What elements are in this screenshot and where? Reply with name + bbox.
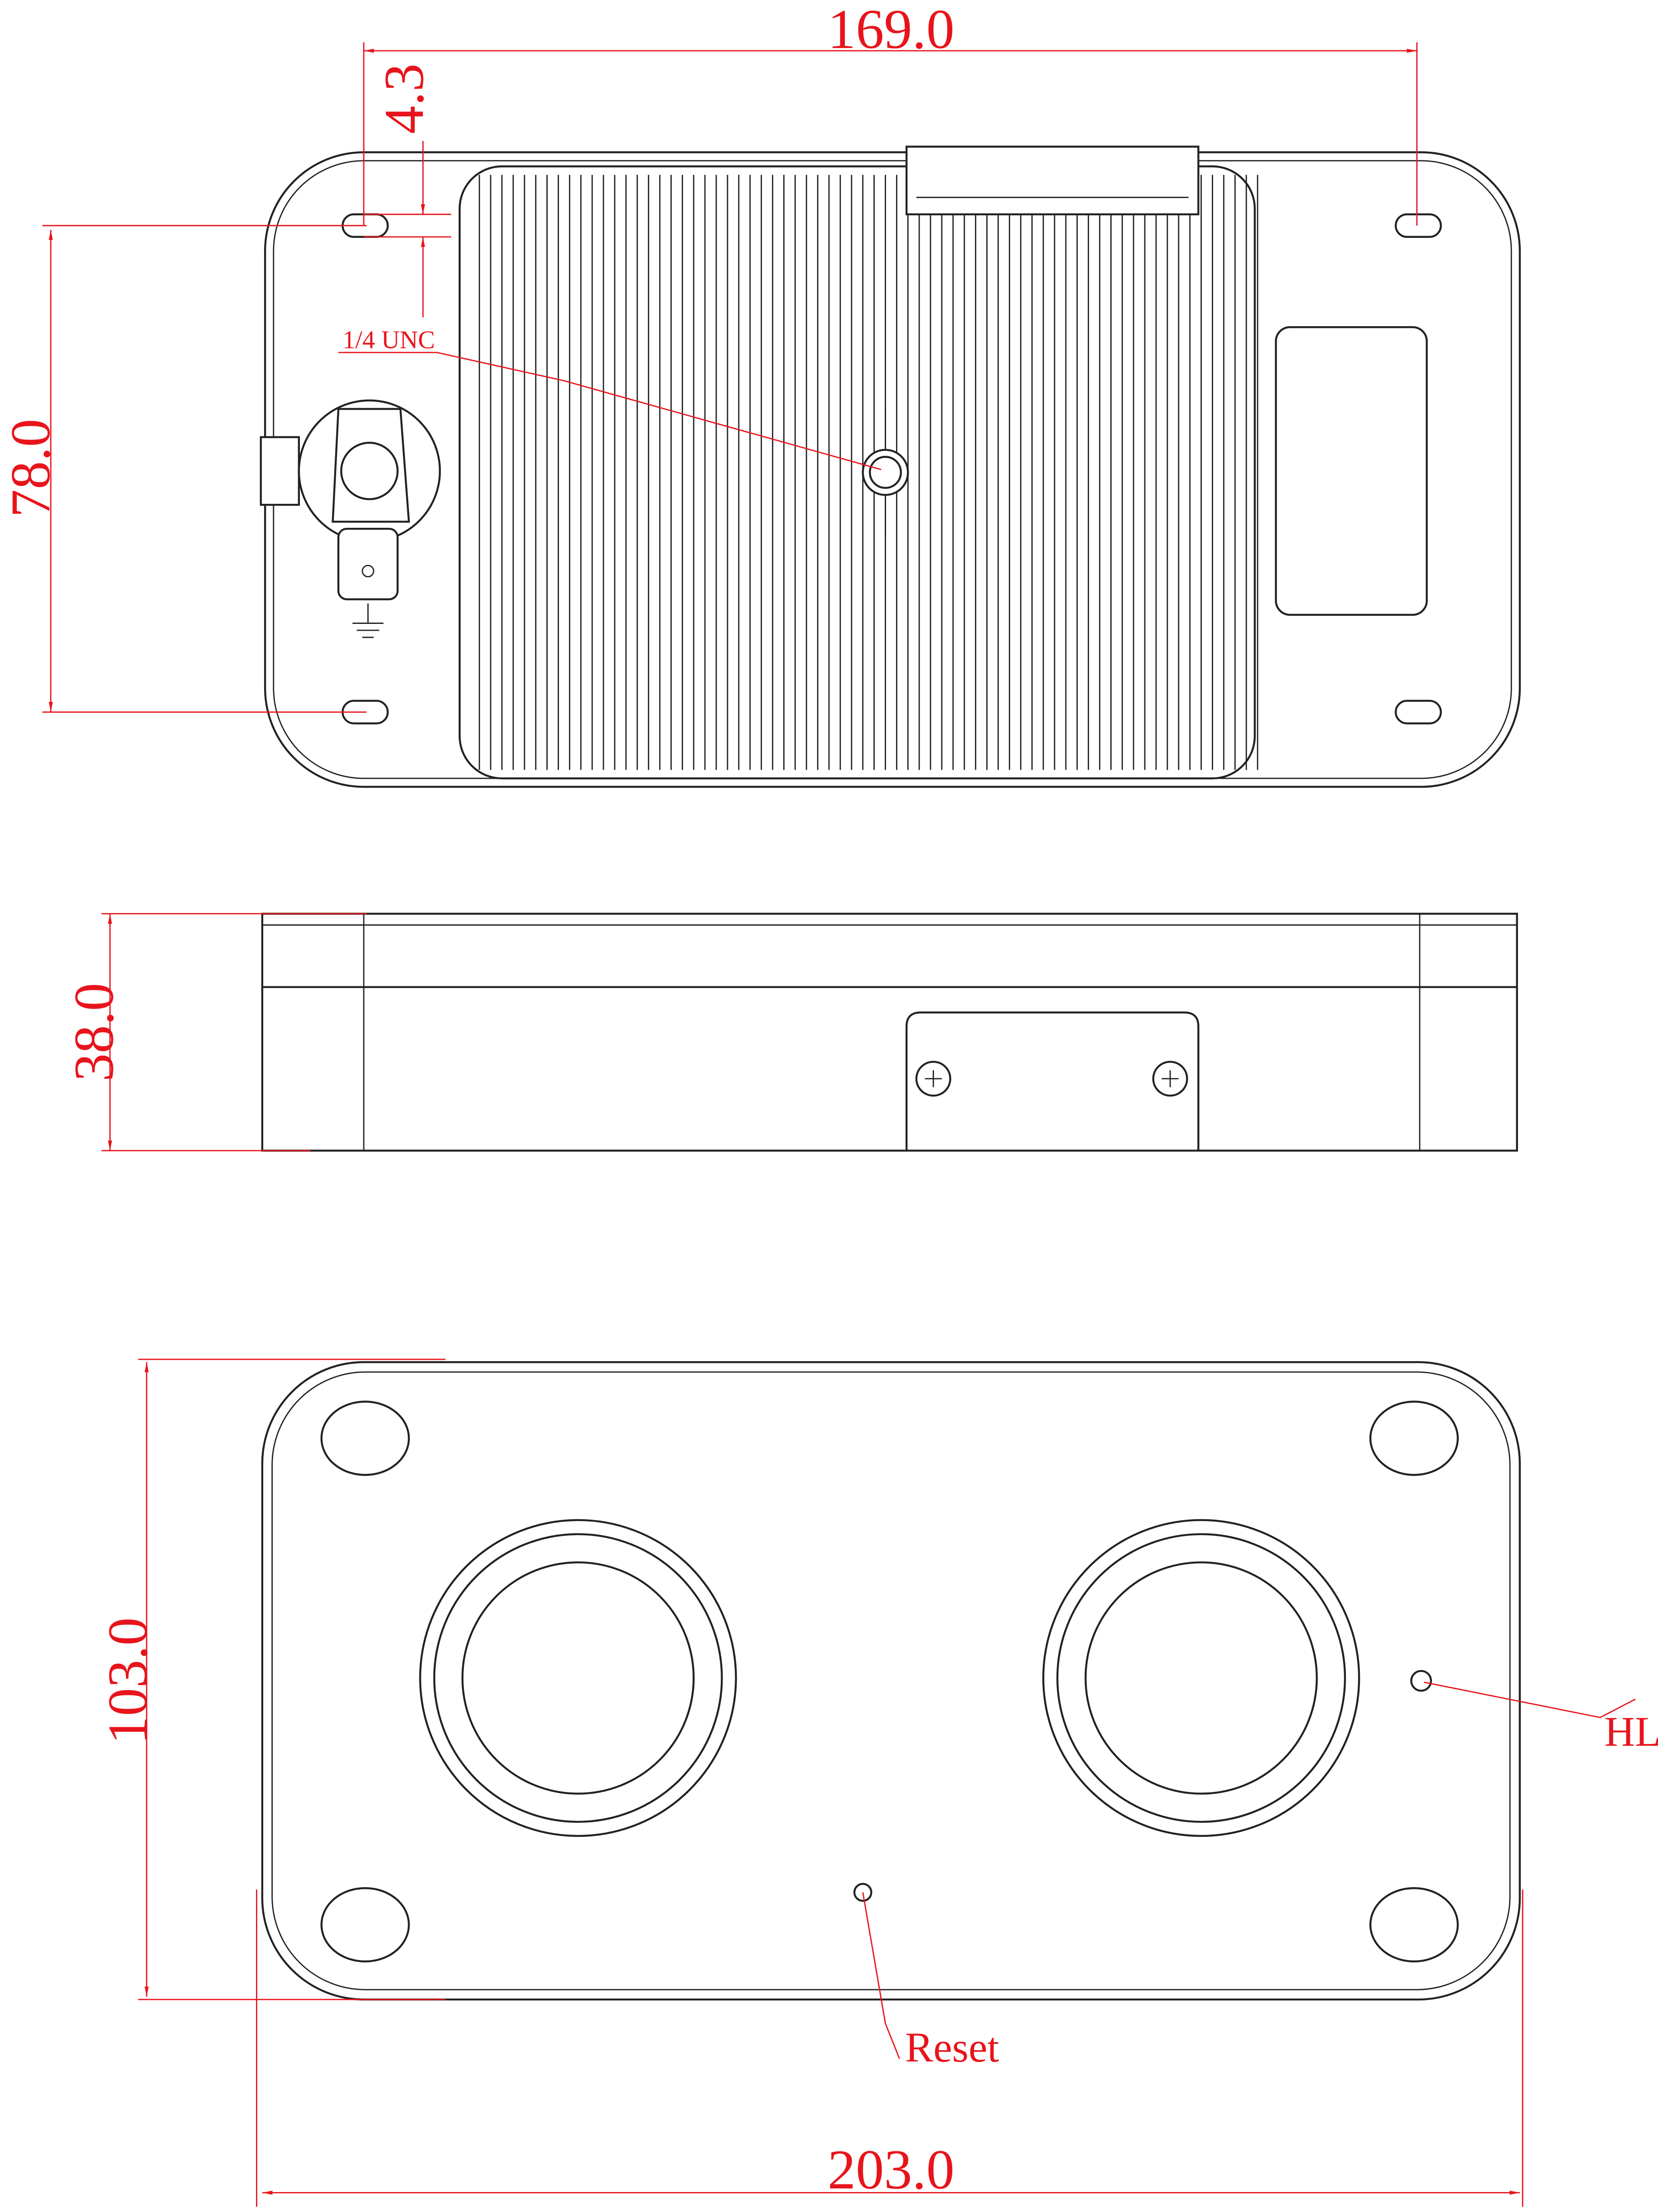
offset-dim: 4.3 (373, 63, 435, 134)
width-dim: 169.0 (828, 0, 954, 60)
thread-note: 1/4 UNC (342, 326, 435, 354)
top-view: 169.0 4.3 78.0 1/4 UNC (0, 0, 1521, 788)
reset-label: Reset (905, 2024, 999, 2071)
bottom-view: 103.0 203.0 HL Reset (96, 1358, 1658, 2207)
bottom-height-dim: 103.0 (96, 1618, 159, 1744)
side-view: 38.0 (63, 913, 1518, 1152)
hl-label: HL (1605, 1709, 1658, 1755)
height-dim: 78.0 (0, 419, 62, 517)
bottom-width-dim: 203.0 (828, 2138, 954, 2201)
side-height-dim: 38.0 (63, 983, 125, 1082)
